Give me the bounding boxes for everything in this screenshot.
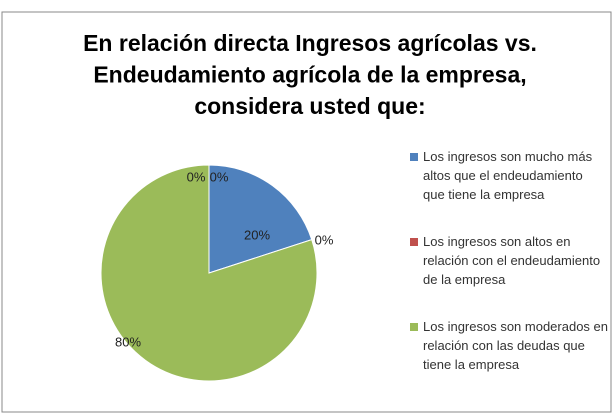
legend-swatch xyxy=(410,238,418,246)
data-label: 20% xyxy=(244,227,270,242)
chart-title: En relación directa Ingresos agrícolas v… xyxy=(83,30,537,56)
chart-frame xyxy=(1,11,612,413)
data-label: 0% xyxy=(187,169,206,184)
chart-title: Endeudamiento agrícola de la empresa, xyxy=(93,62,526,88)
legend-item: Los ingresos son moderados en relación c… xyxy=(423,319,608,372)
legend-label: Los ingresos son altos en relación con e… xyxy=(423,234,601,287)
data-label: 0% xyxy=(210,169,229,184)
pie-slice xyxy=(208,164,313,274)
data-label: 0% xyxy=(315,232,334,247)
data-label: 80% xyxy=(115,334,141,349)
legend-swatch xyxy=(410,323,418,331)
legend-label: Los ingresos son mucho más altos que el … xyxy=(423,149,593,202)
pie-slice xyxy=(100,164,318,382)
legend-item: Los ingresos son mucho más altos que el … xyxy=(423,149,593,202)
legend-label: Los ingresos son moderados en relación c… xyxy=(423,319,608,372)
chart-title: considera usted que: xyxy=(194,93,425,119)
legend-swatch xyxy=(410,153,418,161)
legend-item: Los ingresos son altos en relación con e… xyxy=(423,234,601,287)
